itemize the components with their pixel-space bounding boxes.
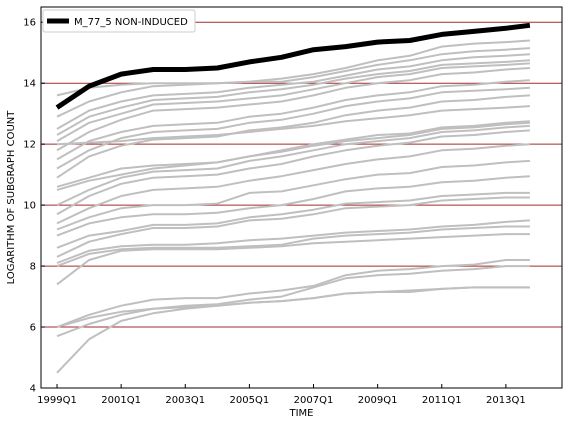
legend-label: M_77_5 NON-INDUCED (74, 17, 188, 28)
background-series-line (56, 86, 530, 170)
background-series-line (56, 259, 530, 328)
y-axis-ticks: 4 6 8 10 12 14 16 (23, 18, 45, 395)
background-series-line (56, 286, 530, 374)
plot-frame (40, 6, 563, 389)
y-tick-label: 6 (30, 323, 36, 334)
y-tick-label: 12 (23, 140, 36, 151)
x-tick-label: 2001Q1 (101, 395, 141, 406)
x-axis-ticks: 1999Q1 2001Q1 2003Q1 2005Q1 2007Q1 2009Q1 2011… (37, 384, 526, 406)
background-series-line (56, 67, 530, 152)
background-series-line (56, 39, 530, 97)
background-series-line (56, 175, 530, 237)
x-tick-label: 2005Q1 (230, 395, 270, 406)
background-series-line (56, 143, 530, 225)
legend: M_77_5 NON-INDUCED (42, 9, 196, 33)
legend-box (42, 9, 196, 33)
background-series-line (56, 120, 530, 188)
background-series-line (56, 79, 530, 161)
background-series-line (56, 219, 530, 264)
x-tick-label: 2013Q1 (486, 395, 526, 406)
background-series-line (56, 62, 530, 142)
background-series-line (56, 159, 530, 231)
x-tick-label: 2003Q1 (165, 395, 205, 406)
background-series-line (56, 196, 530, 258)
background-series-group (56, 39, 530, 374)
background-series-line (56, 121, 530, 191)
background-series-line (56, 105, 530, 146)
background-series-line (56, 94, 530, 179)
background-series-line (56, 191, 530, 249)
x-tick-label: 2011Q1 (422, 395, 462, 406)
x-axis-label: TIME (288, 408, 313, 419)
y-tick-label: 8 (30, 262, 36, 273)
y-axis-label: LOGARITHM OF SUBGRAPH COUNT (6, 110, 17, 285)
background-series-line (56, 129, 530, 216)
background-series-line (56, 124, 530, 207)
y-tick-label: 10 (23, 201, 36, 212)
background-series-line (56, 233, 530, 286)
background-series-line (56, 225, 530, 268)
y-tick-label: 4 (30, 384, 36, 395)
background-series-line (56, 53, 530, 130)
highlight-series-group (55, 22, 531, 110)
y-tick-label: 14 (23, 79, 36, 90)
x-tick-label: 2009Q1 (358, 395, 398, 406)
highlight-series-line (55, 22, 531, 110)
background-series-line (56, 265, 530, 328)
x-tick-label: 1999Q1 (37, 395, 77, 406)
background-series-line (56, 59, 530, 136)
y-tick-label: 16 (23, 18, 36, 29)
background-series-line (56, 47, 530, 118)
x-tick-label: 2007Q1 (294, 395, 334, 406)
